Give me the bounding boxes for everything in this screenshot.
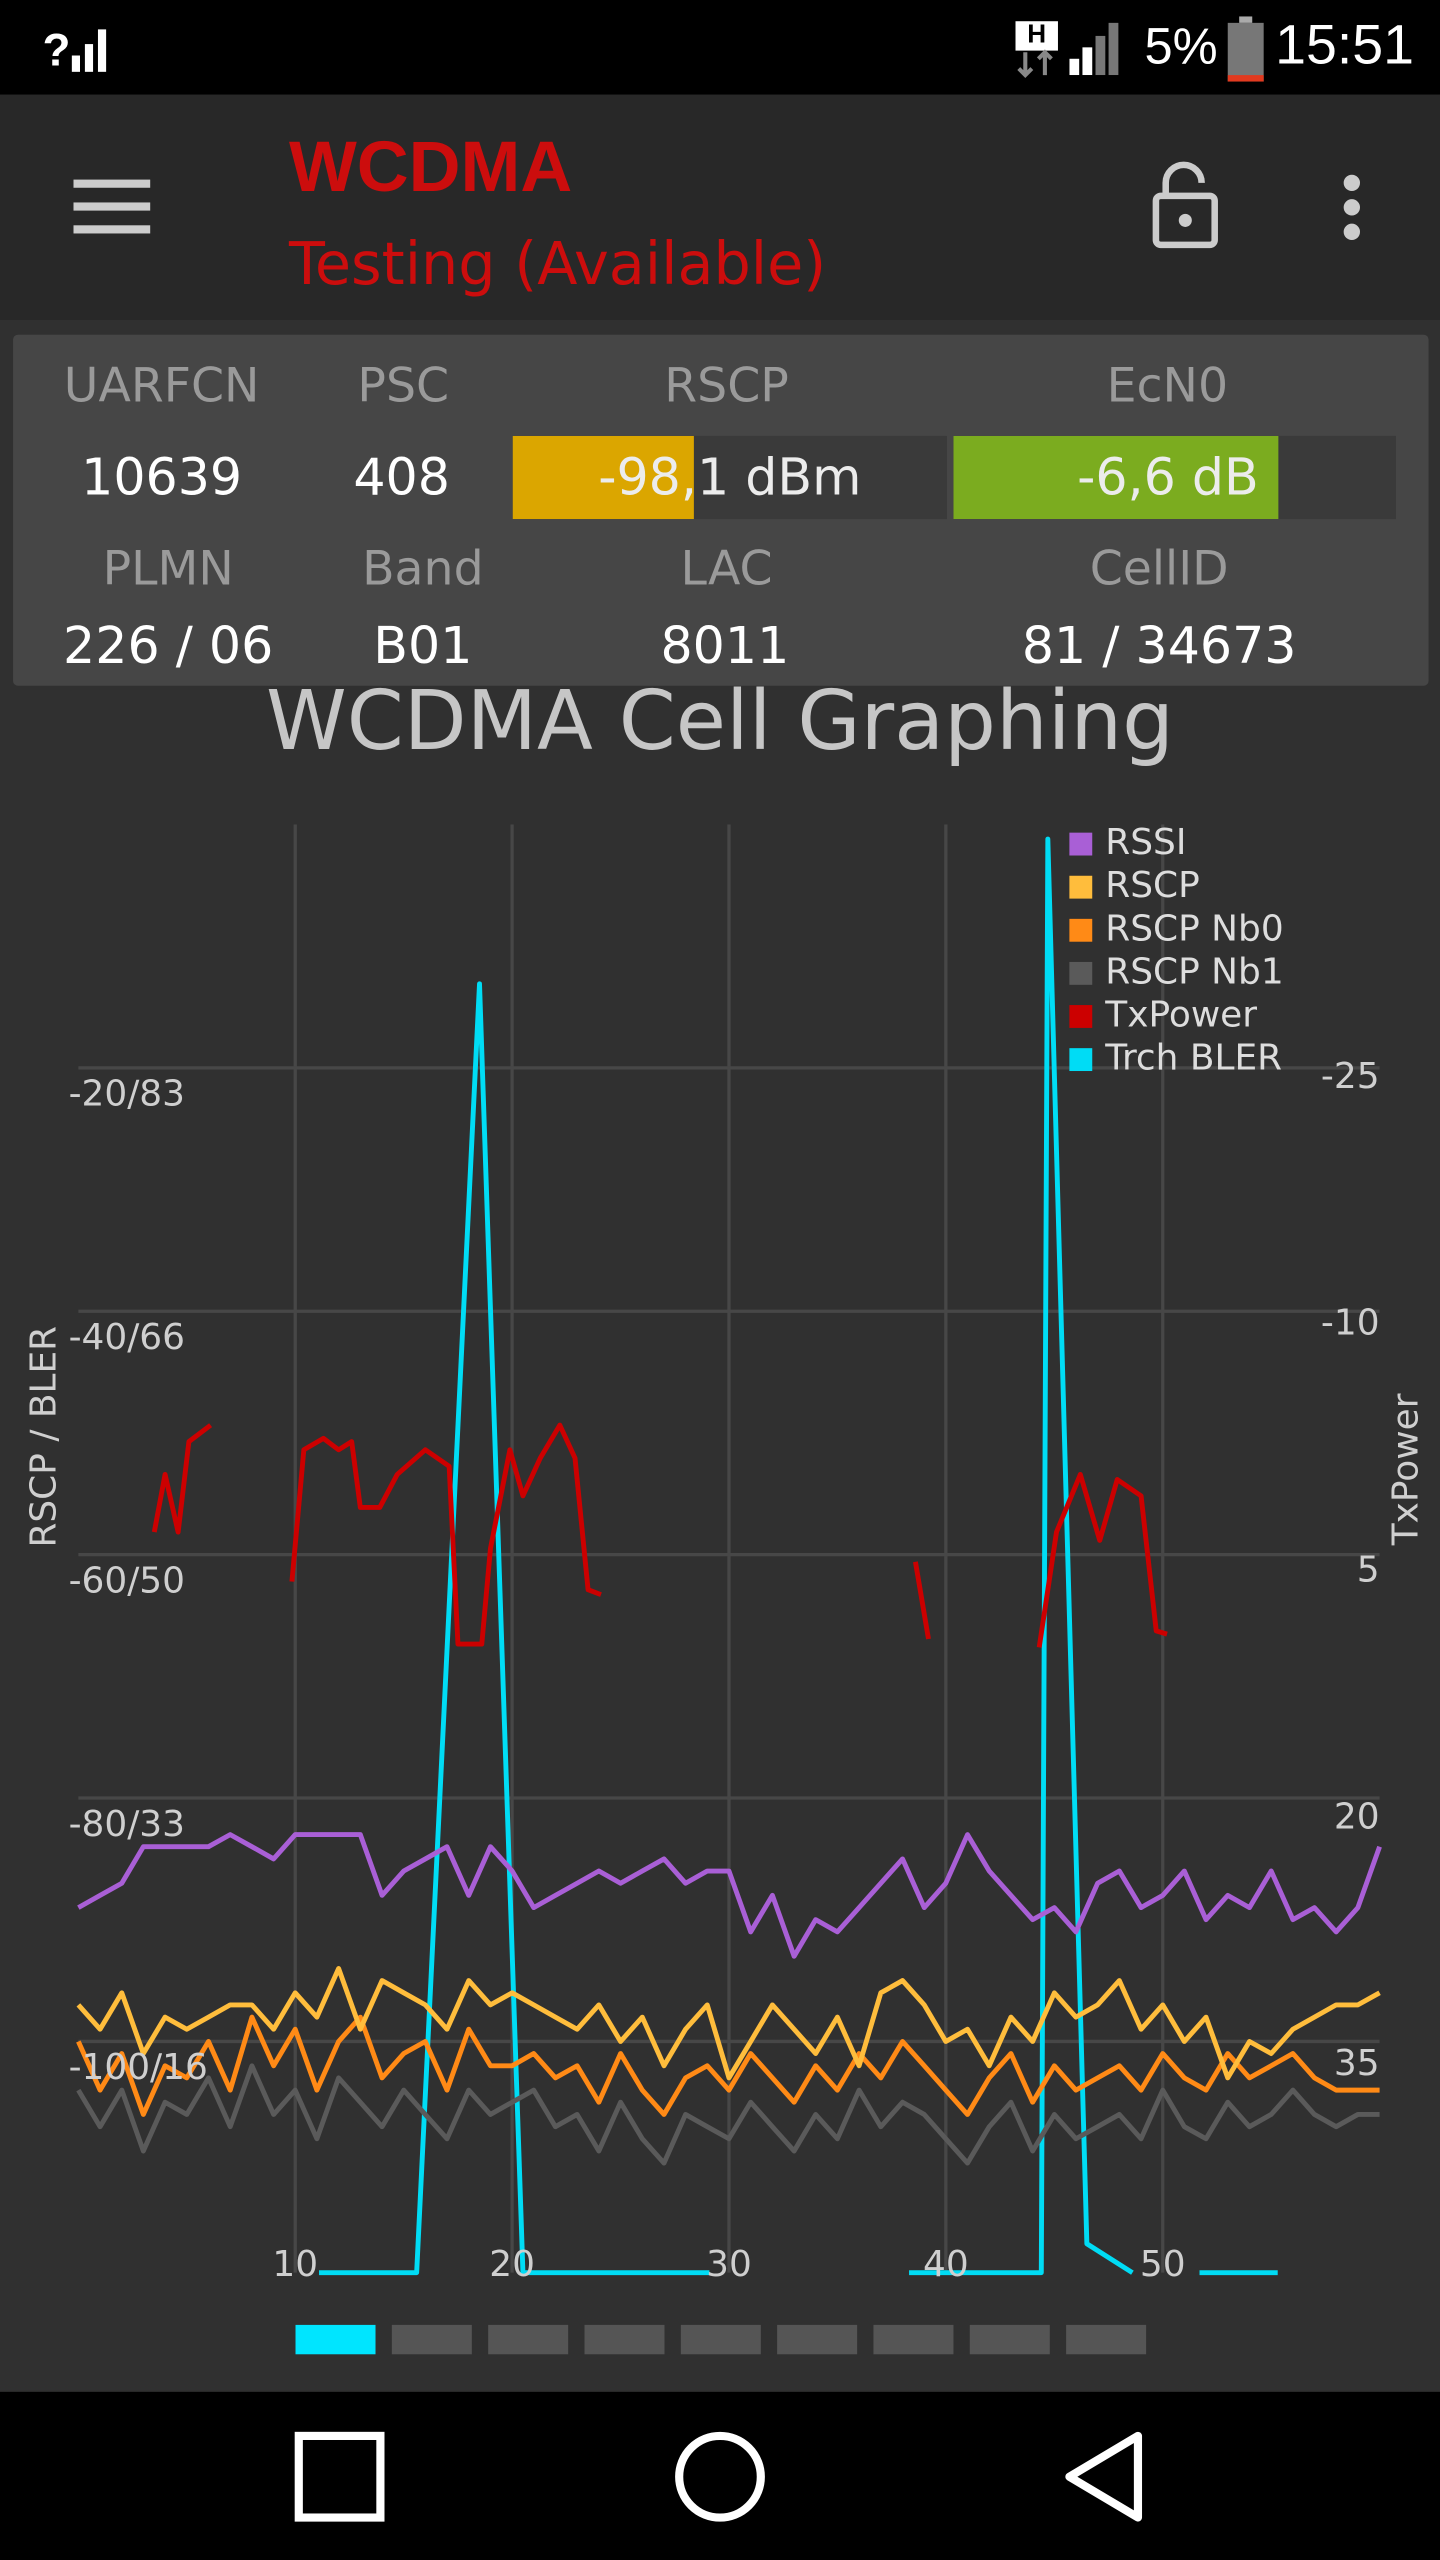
legend-label: Trch BLER [1104, 1038, 1282, 1079]
y-tick-label: -100/16 [69, 2047, 208, 2088]
page-indicator [295, 2324, 1147, 2355]
status-bar: ? H 5% 15:51 [0, 0, 1440, 95]
y-tick-label: -60/50 [69, 1560, 185, 1601]
legend-swatch [1069, 1048, 1093, 1072]
page-dot[interactable] [873, 2324, 954, 2355]
recents-button[interactable] [294, 2431, 385, 2522]
page-dot[interactable] [584, 2324, 665, 2355]
y2-tick-label: -10 [1321, 1303, 1380, 1344]
legend-label: RSSI [1105, 822, 1186, 863]
y2-tick-label: 5 [1357, 1550, 1380, 1591]
legend-label: RSCP Nb1 [1105, 951, 1283, 992]
x-tick-label: 20 [489, 2244, 535, 2285]
info-label: CellID [1089, 540, 1229, 596]
legend-swatch [1069, 918, 1093, 942]
legend-swatch [1069, 832, 1093, 856]
cell-signal-icon [1069, 22, 1119, 76]
y2-tick-label: -25 [1321, 1056, 1380, 1097]
page-dot-active[interactable] [295, 2324, 376, 2355]
navigation-bar [0, 2391, 1440, 2560]
series-line [76, 2014, 1380, 2117]
data-arrows [1017, 49, 1053, 78]
plot-area: -25 -10 5 20 35 -20/83 -40/66 -60/50 -80/33 -100/… [24, 822, 1427, 2285]
info-label: RSCP [664, 357, 789, 414]
clock: 15:51 [1275, 14, 1415, 77]
legend-label: RSCP Nb0 [1105, 908, 1283, 949]
info-label: PLMN [102, 540, 234, 596]
series-line [151, 1422, 1168, 1648]
page-dot[interactable] [488, 2324, 569, 2355]
series-line [319, 836, 1278, 2276]
y-tick-label: -40/66 [69, 1317, 185, 1358]
app-title: WCDMA [288, 127, 573, 208]
legend-swatch [1069, 1005, 1093, 1028]
info-label: UARFCN [63, 357, 260, 414]
info-value: -98,1 dBm [598, 448, 862, 508]
signal-unknown-icon: ? [42, 24, 107, 75]
series-line [77, 1832, 1382, 1959]
series-line [76, 1966, 1381, 2081]
network-type: H [1015, 21, 1058, 51]
page-dot[interactable] [1066, 2324, 1147, 2355]
ecn0-meter: -6,6 dB [953, 435, 1396, 520]
menu-button[interactable] [73, 176, 151, 235]
x-tick-label: 30 [706, 2244, 752, 2285]
battery-percent: 5% [1144, 17, 1218, 76]
legend-label: RSCP [1105, 865, 1199, 906]
info-value: B01 [373, 617, 473, 676]
series-line [76, 2063, 1380, 2166]
x-tick-label: 40 [923, 2244, 969, 2285]
svg-text:?: ? [42, 24, 70, 75]
info-label: PSC [357, 357, 450, 414]
app-bar: WCDMA Testing (Available) [0, 94, 1440, 320]
info-label: LAC [680, 540, 773, 596]
app-subtitle: Testing (Available) [288, 231, 827, 299]
y-tick-label: -80/33 [69, 1804, 185, 1845]
page-dot[interactable] [391, 2324, 472, 2355]
y2-axis-label: TxPower [1385, 1393, 1426, 1546]
cell-info-panel: UARFCN PSC RSCP EcN0 10639 408 -98,1 dBm… [13, 334, 1429, 686]
y2-tick-label: 20 [1334, 1796, 1380, 1837]
legend-swatch [1069, 875, 1093, 899]
battery-icon [1227, 16, 1264, 82]
rscp-meter-fill [512, 435, 694, 520]
x-tick-label: 50 [1140, 2244, 1186, 2285]
y2-tick-label: 35 [1334, 2043, 1380, 2084]
page-dot[interactable] [777, 2324, 858, 2355]
back-button[interactable] [1065, 2431, 1143, 2522]
info-value: 10639 [81, 448, 243, 508]
info-value: -6,6 dB [1077, 448, 1259, 508]
home-button[interactable] [675, 2431, 765, 2522]
nav-background [0, 2391, 1440, 2560]
info-label: EcN0 [1106, 357, 1229, 414]
chart-title: WCDMA Cell Graphing [266, 674, 1174, 769]
page-dot[interactable] [969, 2324, 1050, 2355]
page-dot[interactable] [680, 2324, 761, 2355]
info-value: 8011 [660, 617, 790, 676]
info-value: 408 [353, 448, 450, 508]
y-tick-label: -20/83 [69, 1074, 185, 1115]
lock-button[interactable] [1149, 160, 1221, 251]
overflow-menu-button[interactable] [1336, 173, 1369, 245]
legend-swatch [1069, 961, 1093, 985]
legend-label: TxPower [1104, 994, 1257, 1035]
info-label: Band [362, 540, 484, 596]
rscp-meter: -98,1 dBm [512, 435, 947, 520]
ecn0-meter-fill [953, 435, 1279, 520]
x-tick-label: 10 [272, 2244, 318, 2285]
info-value: 81 / 34673 [1021, 617, 1297, 676]
info-value: 226 / 06 [63, 617, 274, 676]
y-axis-label: RSCP / BLER [24, 1326, 65, 1548]
